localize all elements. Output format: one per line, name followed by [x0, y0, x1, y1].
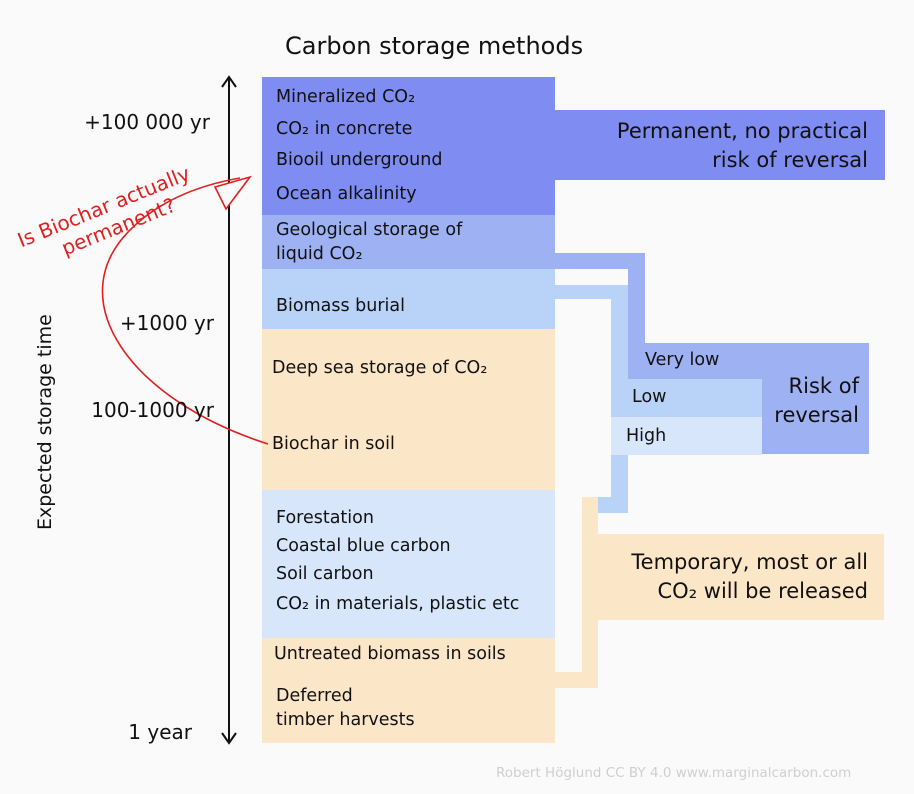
method-geological-line1: Geological storage of	[276, 220, 463, 240]
method-materials: CO₂ in materials, plastic etc	[276, 594, 520, 614]
annotation-arrowhead	[213, 175, 253, 211]
risk-high: High	[626, 426, 667, 446]
connector-very-low-v	[628, 253, 645, 348]
time-axis-arrow-top	[221, 75, 237, 88]
method-biooil: Biooil underground	[276, 150, 443, 170]
method-biochar: Biochar in soil	[272, 434, 395, 454]
block-biomass-burial	[262, 269, 555, 329]
channel-temp-mask	[555, 490, 582, 638]
connector-temp-bottom	[555, 672, 598, 688]
connector-very-low	[555, 253, 645, 269]
category-temporary-line1: Temporary, most or all	[631, 550, 868, 574]
risk-title: Risk of reversal	[762, 372, 859, 431]
method-concrete: CO₂ in concrete	[276, 119, 413, 139]
ytick-100-1000: 100-1000 yr	[91, 398, 214, 422]
connector-low-top	[555, 285, 611, 299]
time-axis-arrow-bottom	[221, 732, 237, 745]
block-permanent	[262, 77, 555, 215]
risk-title-line2: reversal	[774, 403, 859, 428]
risk-low-bg	[611, 379, 762, 417]
category-temporary: Temporary, most or all CO₂ will be relea…	[600, 548, 868, 607]
band-permanent	[555, 110, 885, 180]
risk-high-bg	[611, 417, 762, 455]
method-ocean-alkalinity: Ocean alkalinity	[276, 184, 417, 204]
method-forestation: Forestation	[276, 508, 374, 528]
credit-line: Robert Höglund CC BY 4.0 www.marginalcar…	[496, 765, 852, 781]
category-permanent-line2: risk of reversal	[712, 148, 868, 173]
category-temporary-line2: CO₂ will be released	[657, 579, 868, 604]
annotation-curve	[101, 177, 269, 445]
method-biomass-burial: Biomass burial	[276, 296, 405, 316]
block-deep-sea-biochar	[262, 329, 555, 490]
channel-burial	[555, 299, 611, 497]
risk-very-low: Very low	[645, 350, 720, 370]
method-deep-sea: Deep sea storage of CO₂	[272, 358, 488, 378]
block-nature	[262, 490, 555, 638]
risk-title-bg	[762, 343, 869, 454]
risk-very-low-bg	[628, 343, 762, 379]
block-geological	[262, 215, 555, 269]
temporary-box	[597, 534, 884, 620]
method-soil-carbon: Soil carbon	[276, 564, 374, 584]
ytick-1-year: 1 year	[128, 720, 192, 744]
method-coastal-blue-carbon: Coastal blue carbon	[276, 536, 451, 556]
method-deferred-line2: timber harvests	[276, 710, 415, 730]
y-axis-label: Expected storage time	[34, 314, 56, 530]
ytick-1000: +1000 yr	[119, 311, 214, 335]
ytick-100000: +100 000 yr	[84, 110, 210, 134]
method-mineralized: Mineralized CO₂	[276, 87, 416, 107]
method-deferred-line1: Deferred	[276, 686, 353, 706]
risk-title-line1: Risk of	[788, 374, 859, 398]
method-geological-line2: liquid CO₂	[276, 244, 363, 264]
diagram-title: Carbon storage methods	[285, 32, 584, 60]
category-permanent: Permanent, no practical risk of reversal	[560, 117, 868, 176]
method-untreated-biomass: Untreated biomass in soils	[274, 644, 506, 664]
block-temporary-bottom	[262, 638, 555, 743]
category-permanent-line1: Permanent, no practical	[616, 119, 868, 143]
risk-low: Low	[632, 387, 667, 407]
